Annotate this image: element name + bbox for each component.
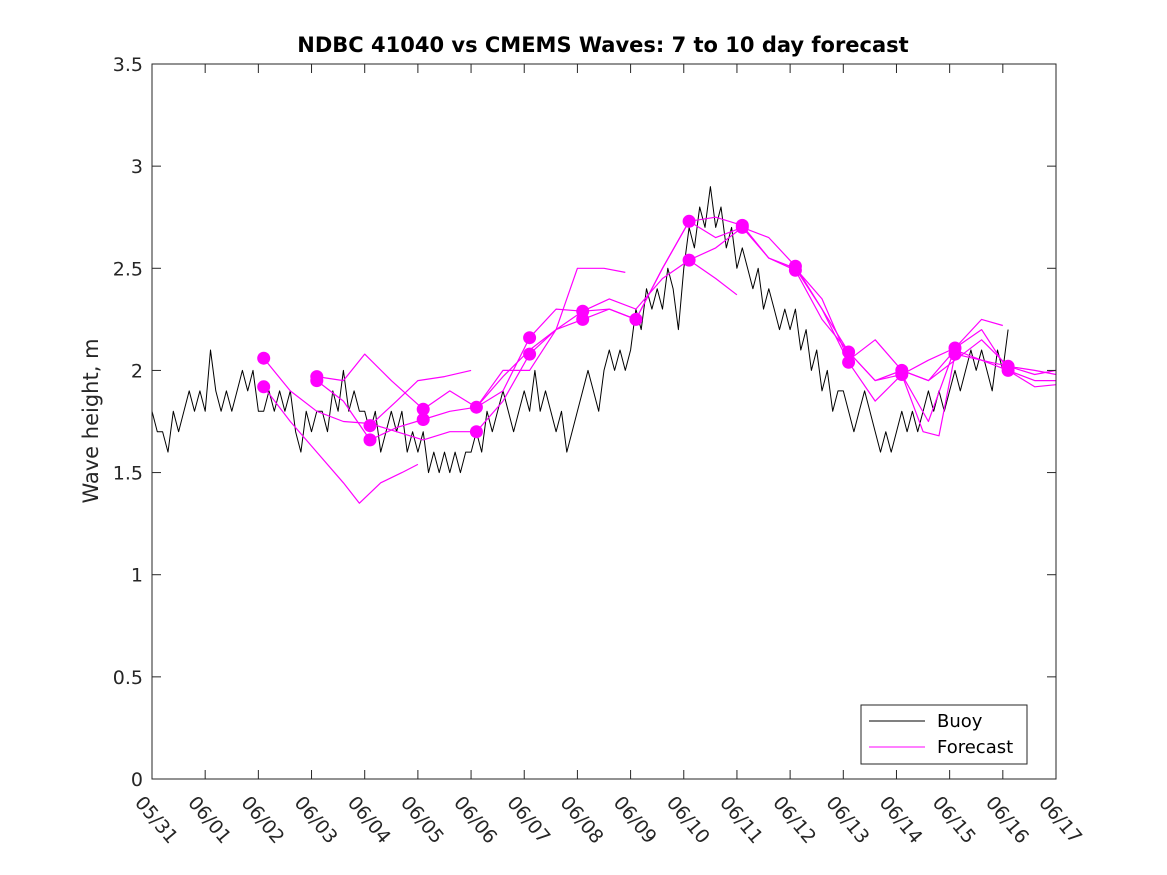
forecast-marker-15 [682,214,696,228]
y-tick-label: 3 [131,156,143,178]
forecast-marker-22 [842,355,856,369]
forecast-marker-20 [788,263,802,277]
y-tick-label: 0 [131,769,143,791]
legend-label-forecast: Forecast [937,737,1013,758]
axes-frame [151,63,1057,780]
buoy-series-line [151,186,1009,474]
forecast-marker-21 [842,345,856,359]
forecast-marker-1 [257,380,271,394]
forecast-series-line-6 [475,220,1056,423]
forecast-series-line-2 [263,386,419,504]
forecast-marker-26 [948,347,962,361]
axes-background [152,64,1056,779]
legend: Buoy Forecast [860,704,1028,765]
forecast-marker-9 [469,425,483,439]
forecast-series-line-7 [688,226,1057,437]
chart-title: NDBC 41040 vs CMEMS Waves: 7 to 10 day f… [297,33,908,57]
forecast-series-line-8 [794,267,1057,382]
forecast-marker-28 [1001,363,1015,377]
y-tick-label: 2.5 [113,258,143,280]
forecast-series-line-5 [369,369,472,427]
y-axis-label: Wave height, m [79,338,103,503]
forecast-marker-6 [416,402,430,416]
plot-area [151,64,1057,779]
forecast-marker-11 [523,347,537,361]
forecast-marker-10 [523,331,537,345]
forecast-marker-16 [682,253,696,267]
forecast-marker-3 [310,374,324,388]
y-tick-label: 0.5 [113,667,143,689]
y-tick-label: 3.5 [113,54,143,76]
legend-box [860,704,1028,765]
y-tick-label: 1 [131,565,143,587]
forecast-marker-24 [895,368,909,381]
forecast-marker-13 [576,312,590,326]
forecast-marker-7 [416,413,430,426]
forecast-marker-5 [363,433,377,447]
y-tick-label: 1.5 [113,463,143,485]
forecast-marker-14 [629,312,643,326]
forecast-marker-4 [363,419,377,433]
y-tick-label: 2 [131,360,143,382]
legend-label-buoy: Buoy [937,711,983,732]
forecast-marker-18 [735,220,749,234]
forecast-marker-0 [257,351,271,365]
forecast-marker-8 [469,400,483,414]
